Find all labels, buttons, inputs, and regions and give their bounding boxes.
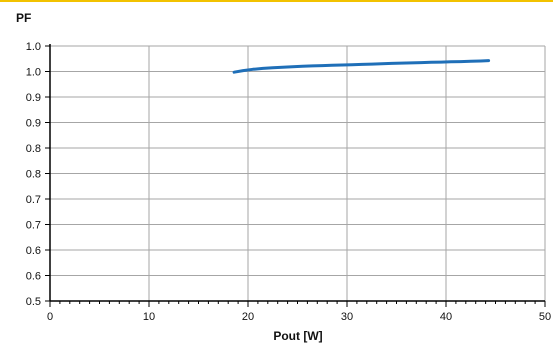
x-axis-title: Pout [W] xyxy=(273,329,322,343)
x-tick-label: 10 xyxy=(143,311,155,323)
y-tick-label: 0.7 xyxy=(26,220,41,232)
x-tick-label: 50 xyxy=(539,311,551,323)
y-tick-label: 1.0 xyxy=(26,67,41,79)
x-tick-label: 40 xyxy=(440,311,452,323)
series-group xyxy=(232,59,491,74)
y-tick-label: 0.9 xyxy=(26,92,41,104)
x-tick-label: 0 xyxy=(47,311,53,323)
y-tick-label: 0.9 xyxy=(26,118,41,130)
ticks: 0.5 0.6 0.6 0.7 0.7 0.8 0.8 0.9 0.9 1.0 1.0 0 10 20 30… xyxy=(26,41,551,323)
y-tick-label: 0.6 xyxy=(26,271,41,283)
y-tick-label: 1.0 xyxy=(26,41,41,53)
axes xyxy=(49,44,545,302)
y-axis-title: PF xyxy=(16,11,31,25)
y-tick-label: 0.8 xyxy=(26,143,41,155)
y-tick-label: 0.8 xyxy=(26,169,41,181)
pf-series-line xyxy=(232,59,491,74)
x-tick-label: 30 xyxy=(341,311,353,323)
grid xyxy=(50,45,546,301)
y-tick-label: 0.6 xyxy=(26,245,41,257)
y-tick-label: 0.5 xyxy=(26,296,41,308)
x-tick-label: 20 xyxy=(242,311,254,323)
y-tick-label: 0.7 xyxy=(26,194,41,206)
top-accent-rule xyxy=(0,0,553,2)
